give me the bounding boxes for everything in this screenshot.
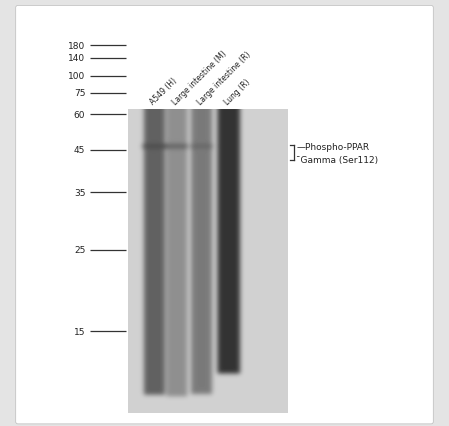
Text: 45: 45	[74, 146, 85, 155]
Bar	[128, 111, 287, 413]
Text: 180: 180	[68, 41, 85, 51]
FancyBboxPatch shape	[16, 6, 433, 424]
Text: ¯Gamma (Ser112): ¯Gamma (Ser112)	[296, 155, 379, 164]
Text: 15: 15	[74, 327, 85, 336]
Text: 140: 140	[68, 54, 85, 63]
Text: 60: 60	[74, 110, 85, 120]
Text: A549 (H): A549 (H)	[149, 76, 179, 106]
Text: 75: 75	[74, 89, 85, 98]
Text: Large intestine (R): Large intestine (R)	[196, 50, 253, 106]
Text: Lung (R): Lung (R)	[223, 77, 252, 106]
Text: —Phospho-PPAR: —Phospho-PPAR	[296, 142, 370, 152]
Text: 35: 35	[74, 188, 85, 197]
Text: Large intestine (M): Large intestine (M)	[171, 49, 229, 106]
Text: 25: 25	[74, 245, 85, 255]
Text: 100: 100	[68, 72, 85, 81]
